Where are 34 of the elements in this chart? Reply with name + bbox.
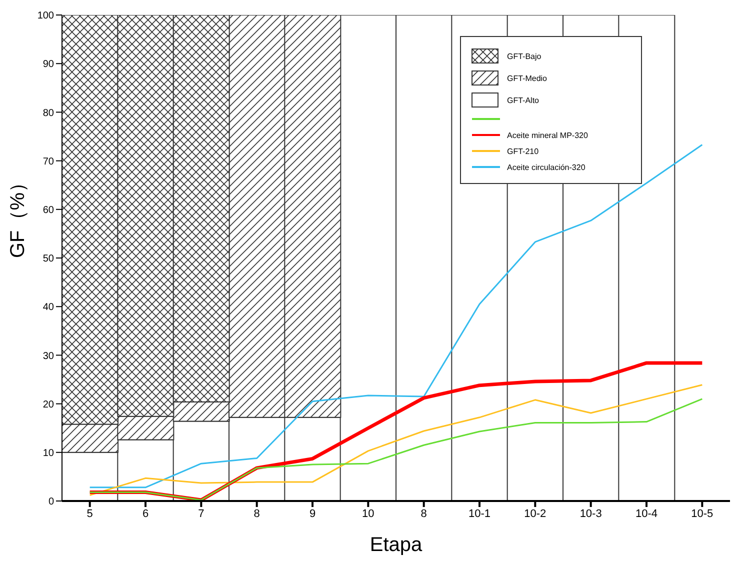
legend-label: GFT-Medio (507, 74, 548, 82)
line-series (89, 144, 703, 488)
y-tick-label: 90 (42, 59, 54, 70)
legend-label: GFT-Bajo (507, 52, 542, 60)
y-tick-label: 30 (42, 350, 54, 362)
y-tick-label: 100 (37, 10, 54, 22)
x-tick-label: 10-3 (580, 508, 602, 520)
y-tick-label: 0 (48, 496, 54, 508)
x-tick-label: 5 (86, 508, 93, 520)
x-tick-label: 7 (198, 508, 204, 520)
x-tick-label: 10-2 (524, 508, 546, 520)
x-tick-label: 10-1 (468, 508, 491, 520)
y-tick-label: 40 (42, 302, 54, 314)
x-tick-label: 10-5 (691, 508, 714, 520)
legend-label: Aceite mineral MP-320 (507, 130, 588, 140)
y-tick-label: 70 (42, 156, 54, 168)
line-series (89, 384, 703, 496)
y-tick-label: 60 (42, 204, 54, 216)
legend-label: GFT-210 (507, 146, 539, 156)
legend-label: Aceite circulación-320 (507, 162, 586, 172)
legend-label: GFT-Alto (507, 96, 540, 104)
x-axis-title: Etapa (370, 534, 424, 556)
x-tick-label: 10-4 (635, 508, 658, 520)
x-tick-label: 8 (254, 508, 260, 520)
line-series (89, 398, 703, 501)
y-tick-label: 20 (42, 399, 54, 410)
x-tick-label: 10 (362, 508, 374, 520)
x-tick-label: 9 (309, 508, 316, 520)
y-tick-label: 10 (42, 448, 54, 459)
x-tick-label: 6 (142, 508, 149, 520)
y-tick-label: 80 (42, 108, 54, 119)
x-tick-label: 8 (420, 508, 427, 520)
y-tick-label: 50 (42, 254, 54, 265)
y-axis-title: GF（%） (7, 172, 30, 258)
